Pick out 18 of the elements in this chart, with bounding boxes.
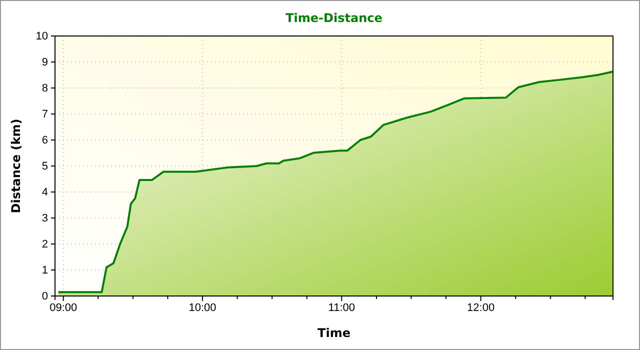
y-tick-label: 5 <box>42 160 48 173</box>
y-tick-label: 4 <box>42 186 48 199</box>
x-tick-label: 09:00 <box>50 302 78 314</box>
y-tick-label: 6 <box>42 134 48 147</box>
x-tick-label: 12:00 <box>467 302 495 314</box>
y-axis-title: Distance (km) <box>9 118 23 214</box>
x-tick-label: 11:00 <box>328 302 356 314</box>
y-tick-label: 0 <box>42 290 48 303</box>
y-tick-label: 9 <box>42 56 48 69</box>
y-tick-label: 10 <box>36 30 48 43</box>
chart-title: Time-Distance <box>286 11 382 25</box>
x-tick-label: 10:00 <box>188 302 216 314</box>
y-tick-label: 8 <box>42 82 48 95</box>
y-tick-label: 1 <box>42 264 48 277</box>
y-tick-label: 3 <box>42 212 48 225</box>
y-tick-label: 2 <box>42 238 48 251</box>
y-tick-label: 7 <box>42 108 48 121</box>
x-axis-title: Time <box>318 326 350 340</box>
